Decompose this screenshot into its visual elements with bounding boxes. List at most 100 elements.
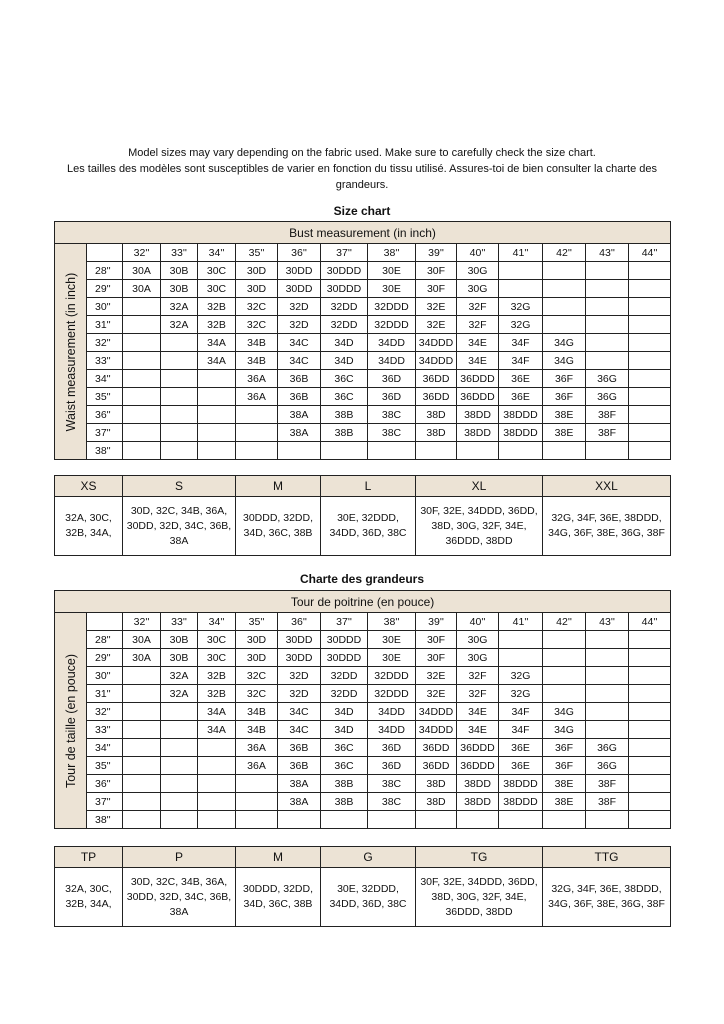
waist-row-header: 38''	[86, 810, 123, 829]
bra-size-cell	[542, 279, 586, 298]
bra-size-cell: 34D	[320, 702, 368, 721]
bra-size-cell: 30D	[235, 630, 278, 649]
table-row: 30'' 32A 32B 32C 32D 32DD 32DDD 32E 32F 32G	[55, 297, 672, 316]
bra-size-cell: 32F	[456, 666, 499, 685]
bra-size-cell: 30E	[367, 630, 416, 649]
bra-size-cell	[235, 441, 278, 460]
bra-size-cell: 36B	[277, 738, 321, 757]
bust-column-header: 32''	[122, 243, 161, 262]
bra-size-cell	[235, 792, 278, 811]
bra-size-cell	[627, 720, 672, 739]
bra-size-cell	[627, 405, 672, 424]
bra-size-cell	[122, 441, 161, 460]
bra-size-cell	[542, 666, 586, 685]
bra-size-cell	[585, 702, 629, 721]
bra-size-cell: 32DDD	[367, 666, 416, 685]
table-row: 38''	[55, 810, 672, 829]
bra-size-cell: 32E	[415, 666, 457, 685]
bra-size-cell	[627, 297, 672, 316]
bra-size-cell: 30B	[160, 648, 198, 667]
bra-size-cell: 32DD	[320, 315, 368, 334]
bra-size-cell: 38DDD	[498, 405, 543, 424]
bra-size-cell	[197, 405, 236, 424]
bra-size-cell: 34B	[235, 720, 278, 739]
bra-size-cell: 30G	[456, 279, 499, 298]
bra-size-cell: 38DD	[456, 423, 499, 442]
bust-column-header: 38''	[367, 612, 416, 631]
table-row: 34'' 36A 36B 36C 36D 36DD 36DDD 36E 36F 36G	[55, 738, 672, 757]
bra-size-cell	[122, 666, 161, 685]
bra-size-cell	[627, 792, 672, 811]
size-grid-table: Tour de poitrine (en pouce) Tour de taill…	[53, 590, 672, 829]
bra-size-cell	[542, 684, 586, 703]
bra-size-cell	[627, 423, 672, 442]
bra-size-cell	[320, 810, 368, 829]
bust-column-header: 38''	[367, 243, 416, 262]
bra-size-cell	[585, 648, 629, 667]
bra-size-cell: 38B	[320, 423, 368, 442]
size-cups: 32G, 34F, 36E, 38DDD, 34G, 36F, 38E, 36G…	[542, 867, 671, 927]
bra-size-cell	[585, 810, 629, 829]
bra-size-cell	[456, 441, 499, 460]
bra-size-cell: 34DD	[367, 702, 416, 721]
bra-size-cell: 34F	[498, 333, 543, 352]
bra-size-cell: 36DD	[415, 756, 457, 775]
bra-size-cell	[197, 756, 236, 775]
bra-size-cell	[627, 441, 672, 460]
bra-size-cell: 38DDD	[498, 792, 543, 811]
bust-column-header: 33''	[160, 612, 198, 631]
table-row: 38''	[55, 441, 672, 460]
size-label: XXL	[542, 475, 671, 497]
intro-english: Model sizes may vary depending on the fa…	[128, 147, 596, 159]
bra-size-cell: 36D	[367, 387, 416, 406]
bra-size-cell: 30DDD	[320, 261, 368, 280]
bra-size-cell	[160, 405, 198, 424]
bra-size-cell: 38A	[277, 792, 321, 811]
bust-column-header: 36''	[277, 243, 321, 262]
size-cups: 30DDD, 32DD, 34D, 36C, 38B	[235, 867, 321, 927]
bra-size-cell	[122, 405, 161, 424]
bra-size-cell: 34B	[235, 333, 278, 352]
bra-size-cell	[627, 351, 672, 370]
bra-size-cell	[415, 441, 457, 460]
bra-size-cell: 38F	[585, 423, 629, 442]
bra-size-cell	[367, 441, 416, 460]
bra-size-cell: 34G	[542, 702, 586, 721]
waist-row-header: 33''	[86, 720, 123, 739]
bra-size-cell: 36A	[235, 756, 278, 775]
bra-size-cell: 34C	[277, 702, 321, 721]
bra-size-cell: 34G	[542, 351, 586, 370]
bra-size-cell: 36G	[585, 387, 629, 406]
bust-column-header: 44''	[627, 243, 672, 262]
bra-size-cell: 30DDD	[320, 630, 368, 649]
bust-measurement-header: Tour de poitrine (en pouce)	[53, 590, 672, 613]
intro-french: Les tailles des modèles sont susceptible…	[66, 163, 658, 191]
bra-size-cell: 32F	[456, 315, 499, 334]
bra-size-cell: 30E	[367, 261, 416, 280]
bra-size-cell: 38DD	[456, 774, 499, 793]
bra-size-cell: 30C	[197, 261, 236, 280]
bra-size-cell: 30F	[415, 279, 457, 298]
bust-column-header: 39''	[415, 243, 457, 262]
bra-size-cell: 34G	[542, 720, 586, 739]
size-label: L	[320, 475, 416, 497]
table-row: 31'' 32A 32B 32C 32D 32DD 32DDD 32E 32F 32G	[55, 315, 672, 334]
bra-size-cell: 36F	[542, 369, 586, 388]
bra-size-cell: 36DD	[415, 738, 457, 757]
size-cups: 30E, 32DDD, 34DD, 36D, 38C	[320, 496, 416, 556]
bra-size-cell	[160, 756, 198, 775]
bra-size-cell	[585, 684, 629, 703]
waist-row-header: 36''	[86, 405, 123, 424]
bra-size-cell: 36C	[320, 369, 368, 388]
bra-size-cell: 36DDD	[456, 387, 499, 406]
size-cups: 30D, 32C, 34B, 36A, 30DD, 32D, 34C, 36B,…	[122, 496, 236, 556]
bra-size-cell	[585, 441, 629, 460]
bust-column-header: 37''	[320, 612, 368, 631]
bra-size-cell	[277, 810, 321, 829]
size-label: TTG	[542, 846, 671, 868]
bra-size-cell	[367, 810, 416, 829]
waist-row-header: 33''	[86, 351, 123, 370]
bra-size-cell: 38D	[415, 423, 457, 442]
size-label: S	[122, 475, 236, 497]
